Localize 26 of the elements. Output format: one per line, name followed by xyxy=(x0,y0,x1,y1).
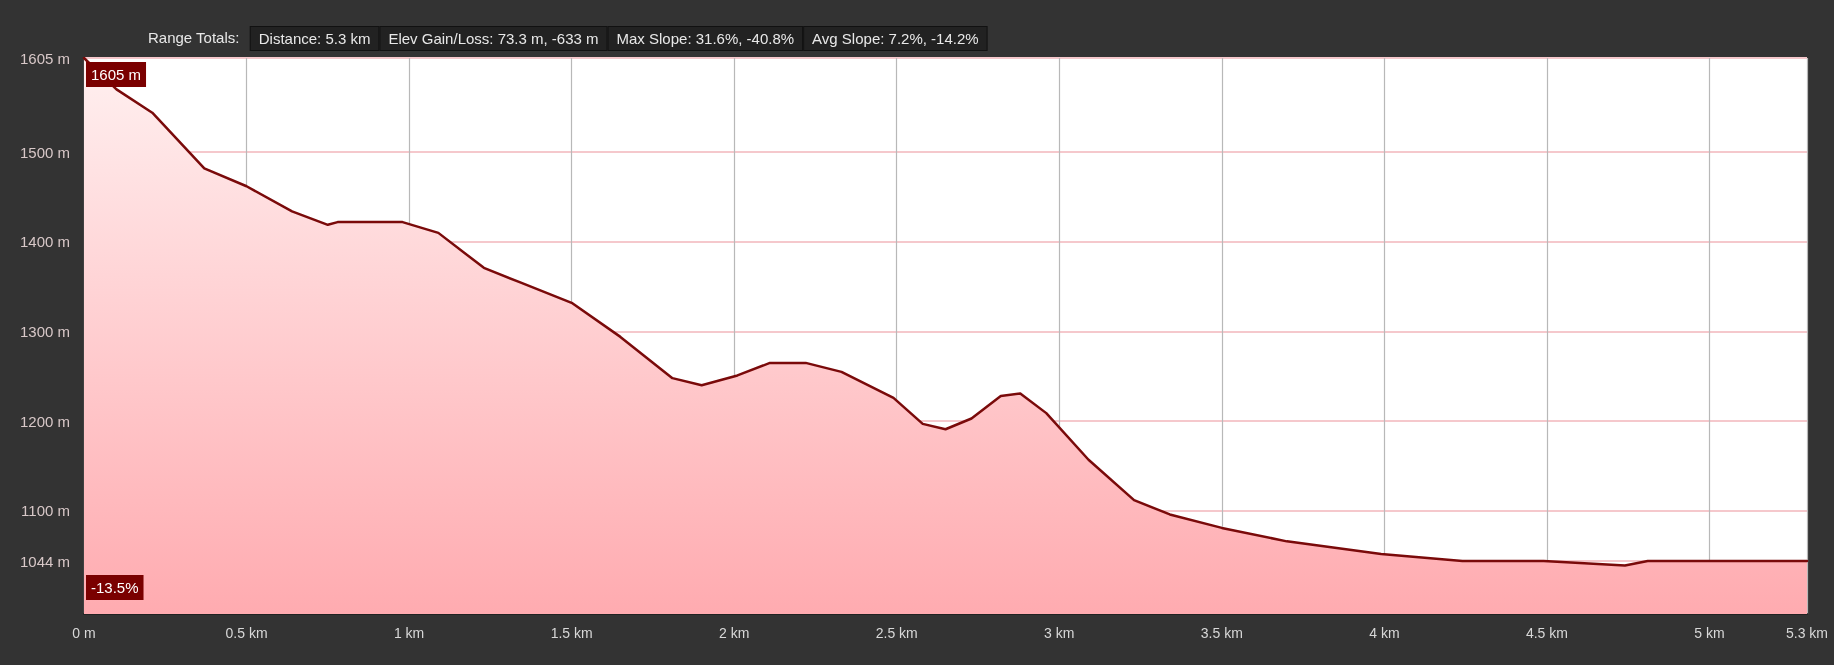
y-tick-label: 1400 m xyxy=(19,233,70,251)
x-tick-label: 3 km xyxy=(1044,625,1075,641)
y-tick-label: 1100 m xyxy=(21,502,70,520)
annotation: 1605 m xyxy=(91,66,142,83)
x-tick-label: 1 km xyxy=(393,625,425,641)
y-tick-label: 1200 m xyxy=(19,412,70,430)
x-tick-label: 3.5 km xyxy=(1200,625,1243,641)
annotation: -13.5% xyxy=(91,579,139,597)
x-tick-label: 2.5 km xyxy=(875,625,918,641)
text: Avg Slope: 7.2%, -14.2% xyxy=(812,30,979,47)
y-tick-label: 1300 m xyxy=(19,323,70,341)
text: Elev Gain/Loss: 73.3 m, -633 m xyxy=(388,30,599,47)
x-tick-label: 4 km xyxy=(1369,625,1400,641)
text: Max Slope: 31.6%, -40.8% xyxy=(616,30,795,47)
x-tick-label: 1.5 km xyxy=(550,625,593,641)
x-tick-label: 0 m xyxy=(72,625,96,641)
y-tick-label: 1044 m xyxy=(19,552,70,570)
text: Distance: 5.3 km xyxy=(258,30,371,47)
x-tick-label: 0.5 km xyxy=(225,625,268,641)
text: Range Totals: xyxy=(148,29,240,46)
x-tick-label: 2 km xyxy=(719,625,750,641)
x-tick-label: 4.5 km xyxy=(1525,625,1568,641)
x-tick-label: 5.3 km xyxy=(1785,625,1829,641)
y-tick-label: 1605 m xyxy=(19,49,70,67)
x-tick-label: 5 km xyxy=(1694,625,1725,641)
y-tick-label: 1500 m xyxy=(19,143,70,161)
